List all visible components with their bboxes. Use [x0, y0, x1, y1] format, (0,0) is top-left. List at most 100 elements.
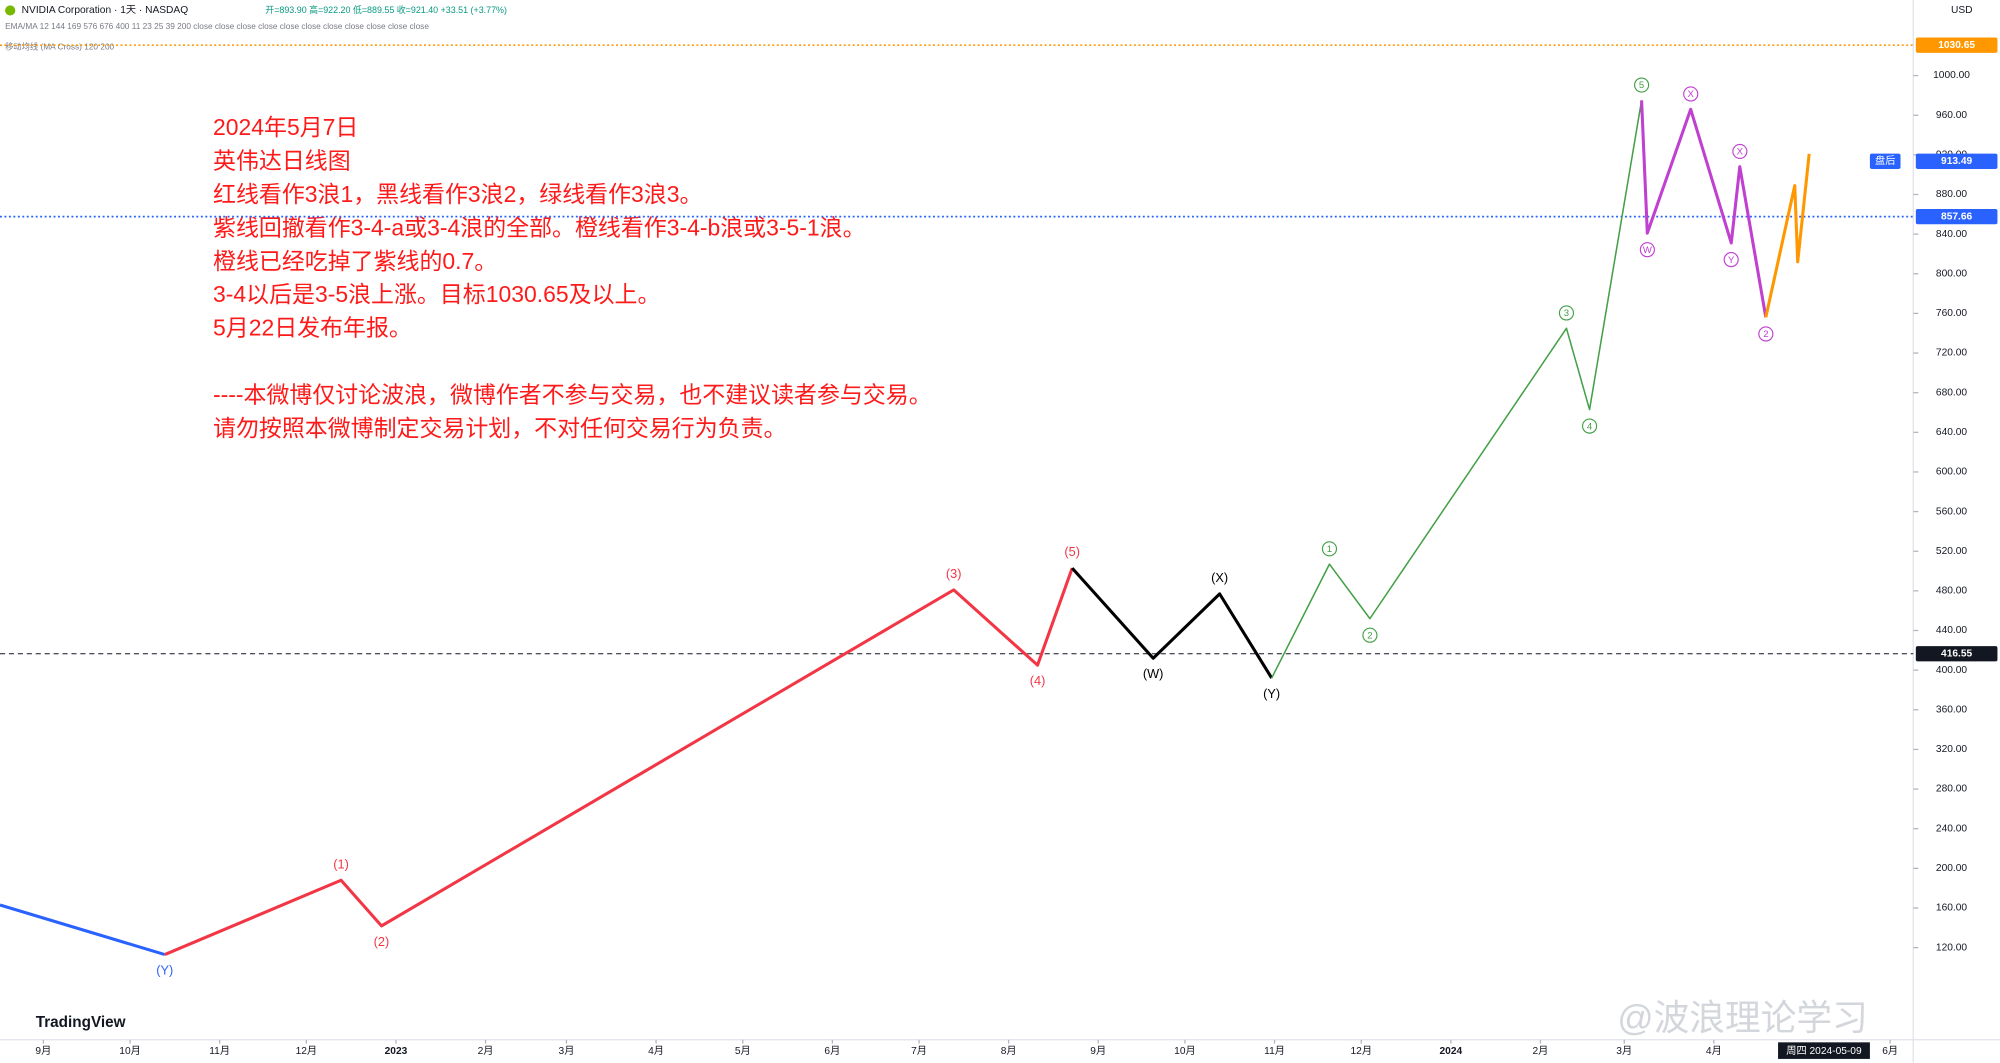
wave-line — [0, 903, 166, 957]
x-tick-label: 11月 — [1264, 1045, 1285, 1057]
wave-label-circle — [1758, 326, 1774, 342]
annotation-line: 紫线回撤看作3-4-a或3-4浪的全部。橙线看作3-4-b浪或3-5-1浪。 — [213, 214, 866, 240]
level-label: 416.55 — [1941, 648, 1972, 659]
y-tick-label: 600.00 — [1936, 467, 1967, 478]
wave-label: W — [1643, 245, 1652, 256]
wave-label: 5 — [1639, 80, 1644, 91]
currency[interactable]: USD — [1951, 5, 1973, 16]
wave-label: (W) — [1143, 666, 1164, 681]
wave-line — [164, 567, 1074, 956]
x-tick-label: 9月 — [1090, 1045, 1106, 1057]
y-tick-label: 120.00 — [1936, 942, 1967, 953]
wave-label: X — [1737, 147, 1744, 158]
x-tick-label: 12月 — [1350, 1045, 1372, 1057]
level-tag — [1915, 208, 1998, 225]
brand[interactable]: TradingView — [36, 1014, 126, 1031]
x-tick-label: 6月 — [824, 1045, 840, 1057]
crosshair-box — [1778, 1042, 1870, 1059]
x-tick-label: 4月 — [1706, 1045, 1722, 1057]
wave-label: Y — [1728, 255, 1735, 266]
ohlc: 开=893.90 高=922.20 低=889.55 收=921.40 +33.… — [265, 4, 507, 15]
level-tag-extra — [1869, 153, 1901, 169]
wave-label: (Y) — [156, 963, 173, 978]
wave-label: 3 — [1564, 308, 1569, 319]
wave-label: X — [1688, 89, 1695, 100]
y-tick-label: 720.00 — [1936, 348, 1967, 359]
x-tick-label: 2月 — [478, 1045, 494, 1057]
annotation-line: 红线看作3浪1，黑线看作3浪2，绿线看作3浪3。 — [213, 181, 702, 207]
y-tick-label: 440.00 — [1936, 625, 1967, 636]
x-tick-label: 2023 — [385, 1046, 408, 1057]
level-tag — [1915, 37, 1998, 53]
y-tick-label: 960.00 — [1936, 110, 1967, 121]
y-tick-label: 400.00 — [1936, 665, 1967, 676]
indicator: EMA/MA 12 144 169 576 676 400 11 23 25 3… — [5, 21, 429, 31]
wave-line — [1271, 100, 1643, 679]
symbol-logo — [5, 5, 16, 16]
annotation-line: 5月22日发布年报。 — [213, 315, 412, 341]
y-tick-label: 360.00 — [1936, 704, 1967, 715]
symbol: NVIDIA Corporation · 1天 · NASDAQ — [22, 5, 189, 16]
watermark: @波浪理论学习 — [1617, 998, 1867, 1038]
x-tick-label: 9月 — [35, 1045, 51, 1057]
wave-label: (4) — [1030, 673, 1046, 688]
annotation-line: 橙线已经吃掉了紫线的0.7。 — [213, 248, 497, 274]
wave-label: (Y) — [1263, 686, 1280, 701]
y-tick-label: 560.00 — [1936, 506, 1967, 517]
y-tick-label: 800.00 — [1936, 268, 1967, 279]
annotation-line: 2024年5月7日 — [213, 114, 358, 140]
x-tick-label: 4月 — [648, 1045, 664, 1057]
crosshair-date: 周四 2024-05-09 — [1786, 1045, 1862, 1057]
wave-label-circle — [1581, 418, 1598, 434]
x-tick-label: 3月 — [1616, 1045, 1632, 1057]
wave-label-circle — [1558, 305, 1575, 321]
y-tick-label: 880.00 — [1936, 189, 1967, 200]
annotation-line: 英伟达日线图 — [213, 148, 351, 174]
wave-label: 1 — [1327, 544, 1332, 555]
y-tick-label: 840.00 — [1936, 229, 1967, 240]
x-tick-label: 7月 — [911, 1045, 927, 1057]
y-tick-label: 1000.00 — [1933, 70, 1970, 81]
wave-label: (1) — [333, 856, 349, 871]
x-tick-label: 10月 — [1174, 1045, 1196, 1057]
wave-label: 4 — [1587, 421, 1593, 432]
x-tick-label: 6月 — [1882, 1045, 1898, 1057]
level-tag-text: 盘后 — [1875, 154, 1895, 167]
y-tick-label: 640.00 — [1936, 427, 1967, 438]
y-tick-label: 160.00 — [1936, 903, 1967, 914]
level-tag — [1915, 646, 1998, 662]
wave-label-circle — [1723, 252, 1739, 268]
y-tick-label: 280.00 — [1936, 784, 1967, 795]
x-tick-label: 3月 — [559, 1045, 575, 1057]
annotation-line: 请勿按照本微博制定交易计划，不对任何交易行为负责。 — [213, 415, 786, 441]
wave-label: 2 — [1763, 329, 1768, 340]
x-tick-label: 12月 — [296, 1045, 318, 1057]
wave-label: (X) — [1211, 570, 1228, 585]
wave-label: (2) — [374, 934, 390, 949]
y-tick-label: 200.00 — [1936, 863, 1967, 874]
x-tick-label: 8月 — [1001, 1045, 1017, 1057]
x-tick-label: 2月 — [1533, 1045, 1549, 1057]
x-tick-label: 11月 — [209, 1045, 230, 1057]
x-tick-label: 10月 — [119, 1045, 141, 1057]
annotation-line: 3-4以后是3-5浪上涨。目标1030.65及以上。 — [213, 281, 660, 307]
annotation-line: ----本微博仅讨论波浪，微博作者不参与交易，也不建议读者参与交易。 — [213, 381, 932, 407]
wave-label-circle — [1634, 77, 1650, 93]
y-tick-label: 320.00 — [1936, 744, 1967, 755]
wave-label: 2 — [1367, 630, 1372, 641]
wave-label: (5) — [1064, 544, 1080, 559]
x-tick-label: 2024 — [1440, 1046, 1463, 1057]
level-label: 857.66 — [1941, 211, 1972, 222]
wave-line — [1071, 567, 1273, 679]
indicator: 移动均线 (MA Cross) 120 200 — [5, 42, 114, 52]
y-tick-label: 480.00 — [1936, 586, 1967, 597]
wave-label-circle — [1321, 541, 1338, 557]
wave-label: (3) — [946, 566, 962, 581]
wave-line — [1764, 153, 1811, 318]
wave-line — [1640, 100, 1768, 318]
y-tick-label: 760.00 — [1936, 308, 1967, 319]
level-label: 913.49 — [1941, 156, 1972, 167]
wave-label-circle — [1639, 242, 1655, 258]
